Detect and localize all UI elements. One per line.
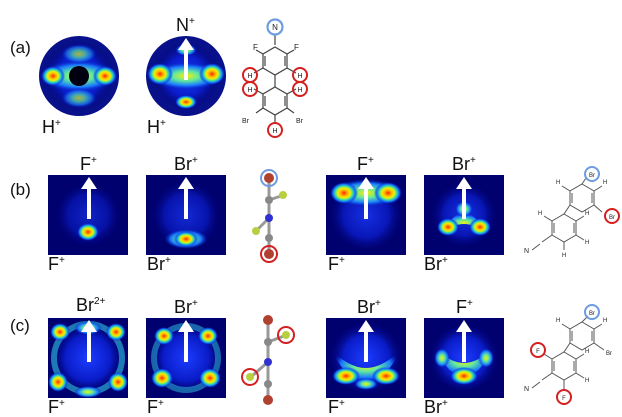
velocity-map-c3 (326, 318, 406, 398)
atom-label-br-right: Br (296, 118, 304, 125)
ion-label-a2-bottom: H+ (147, 117, 166, 137)
velocity-map-a2 (146, 36, 226, 116)
atom-label-h: H (603, 180, 607, 186)
velocity-map-c2 (146, 318, 226, 398)
ion-label-c1-bottom: F+ (48, 397, 65, 417)
ion-label-c2-bottom: F+ (147, 397, 164, 417)
ion-label-b3-bottom: F+ (328, 254, 345, 274)
atom-label-br-left: Br (242, 118, 250, 125)
ion-label-b2-bottom: Br+ (147, 254, 171, 274)
molecule-structure-b: Br Br N H H H H H H (524, 166, 620, 259)
atom-label-h: H (556, 180, 560, 186)
velocity-map-a1 (39, 36, 119, 116)
ion-label-b3-top: F+ (357, 154, 374, 174)
atom-label-n: N (272, 23, 278, 32)
atom-label-f-right: F (294, 43, 299, 52)
molecule-structure-a: N F F Br Br H H H H H (242, 18, 308, 138)
ion-label-b2-top: Br+ (174, 154, 198, 174)
ball-stick-molecule-b (252, 169, 287, 263)
atom-label-h: H (562, 253, 566, 259)
ion-label-c2-top: Br+ (174, 297, 198, 317)
ion-label-c4-top: F+ (456, 297, 473, 317)
atom-label-br-right: Br (609, 215, 615, 221)
atom-label-h: H (585, 378, 589, 384)
ion-label-b4-bottom: Br+ (424, 254, 448, 274)
ion-label-a2-top: N+ (176, 15, 195, 35)
ion-label-c1-top: Br2+ (76, 295, 106, 315)
atom-label-h: H (585, 349, 589, 355)
atom-label-h: H (585, 211, 589, 217)
row-label-b: (b) (10, 180, 31, 199)
atom-label-h: H (272, 128, 277, 135)
atom-label-h: H (297, 87, 302, 94)
ion-label-c4-bottom: Br+ (424, 397, 448, 417)
atom-label-n: N (524, 248, 529, 255)
atom-label-h: H (247, 87, 252, 94)
atom-label-br-top: Br (589, 173, 595, 179)
row-label-c: (c) (10, 316, 30, 335)
ion-label-b4-top: Br+ (452, 154, 476, 174)
ion-label-c3-bottom: F+ (328, 397, 345, 417)
atom-label-br-top: Br (589, 311, 595, 317)
ion-label-b1-top: F+ (80, 154, 97, 174)
row-label-a: (a) (10, 38, 31, 57)
atom-label-f-bottom: F (562, 396, 566, 402)
velocity-map-b4 (424, 175, 504, 255)
atom-label-f-left: F (253, 43, 258, 52)
atom-label-h: H (247, 73, 252, 80)
ion-label-a1: H+ (42, 117, 61, 137)
velocity-map-c1 (48, 318, 128, 398)
atom-label-n: N (524, 386, 529, 393)
ball-stick-molecule-c (241, 315, 295, 405)
velocity-map-b2 (146, 175, 226, 255)
atom-label-f-left: F (536, 349, 540, 355)
atom-label-br-right: Br (606, 351, 612, 357)
velocity-map-b3 (326, 175, 406, 255)
velocity-map-b1 (48, 175, 128, 255)
ion-label-b1-bottom: F+ (48, 254, 65, 274)
atom-label-h: H (556, 318, 560, 324)
atom-label-h: H (603, 318, 607, 324)
molecule-structure-c: Br Br F F N H H H H (524, 304, 612, 405)
atom-label-h: H (297, 73, 302, 80)
atom-label-h: H (585, 240, 589, 246)
velocity-map-c4 (424, 318, 504, 398)
ion-label-c3-top: Br+ (357, 297, 381, 317)
atom-label-h: H (538, 211, 542, 217)
